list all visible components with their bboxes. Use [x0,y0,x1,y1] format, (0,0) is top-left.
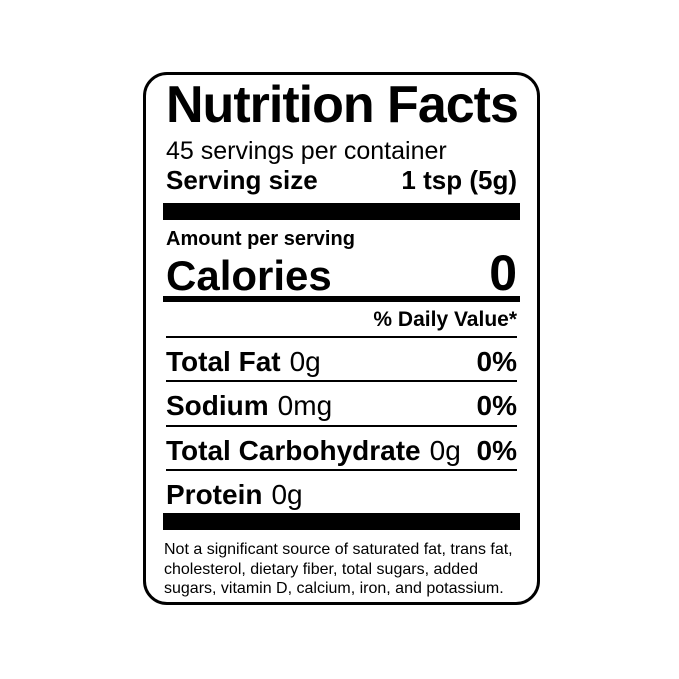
nutrient-name: Sodium [166,390,269,422]
nutrient-row-total-carbohydrate: Total Carbohydrate 0g 0% [166,427,517,472]
nutrient-amount: 0mg [277,390,333,422]
nutrient-name: Protein [166,479,263,511]
nutrient-row-total-fat: Total Fat 0g 0% [166,338,517,383]
thick-divider-top [163,202,520,220]
nutrient-label: Sodium 0mg [166,391,332,420]
nutrient-amount: 0g [271,479,303,511]
nutrient-row-sodium: Sodium 0mg 0% [166,382,517,427]
nutrient-daily-value: 0% [476,390,517,422]
thick-divider-bottom [163,513,520,531]
nutrient-row-protein: Protein 0g [166,471,517,511]
calories-row: Calories 0 [166,244,517,301]
nutrient-label: Protein 0g [166,480,303,509]
calories-label: Calories [166,251,332,299]
nutrient-name: Total Carbohydrate [166,434,421,466]
nutrition-facts-label: Nutrition Facts 45 servings per containe… [143,72,540,605]
nutrient-amount: 0g [429,434,461,466]
serving-size-label: Serving size [166,164,318,195]
amount-per-serving-label: Amount per serving [166,227,355,250]
label-title: Nutrition Facts [166,76,519,134]
calories-value: 0 [489,244,517,301]
serving-size-value: 1 tsp (5g) [401,164,517,195]
nutrient-amount: 0g [289,345,321,377]
servings-per-container: 45 servings per container [166,137,447,165]
nutrient-name: Total Fat [166,345,281,377]
serving-size-row: Serving size 1 tsp (5g) [166,164,517,195]
nutrient-label: Total Carbohydrate 0g [166,434,461,466]
footnote-text: Not a significant source of saturated fa… [164,541,513,598]
nutrient-daily-value: 0% [476,434,517,466]
nutrient-label: Total Fat 0g [166,347,321,376]
nutrient-daily-value: 0% [476,345,517,377]
medium-divider [163,295,520,302]
daily-value-header: % Daily Value* [166,302,517,338]
